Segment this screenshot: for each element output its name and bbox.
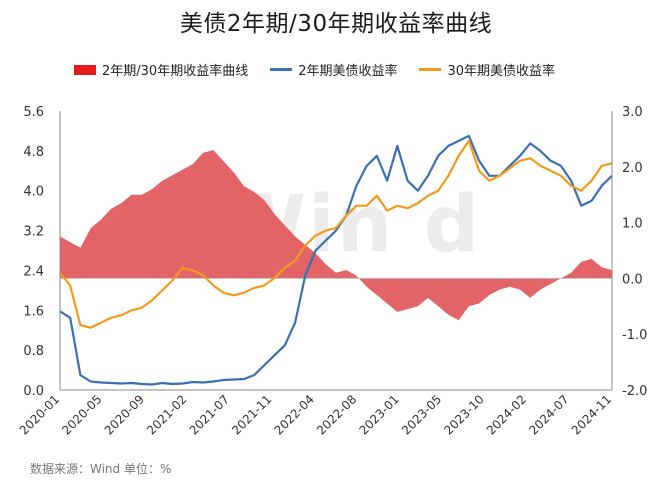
x-tick-label: 2022-04 xyxy=(272,392,317,437)
x-tick-label: 2020-01 xyxy=(17,392,62,437)
x-tick-label: 2022-08 xyxy=(314,392,359,437)
x-tick-label: 2024-07 xyxy=(526,392,571,437)
x-tick-label: 2021-11 xyxy=(229,392,274,437)
legend-item-spread: 2年期/30年期收益率曲线 xyxy=(74,60,248,79)
y-left-tick-label: 4.8 xyxy=(23,145,44,160)
y-left-tick-label: 5.6 xyxy=(23,105,44,120)
y-right-tick-label: -2.0 xyxy=(622,384,647,399)
x-tick-label: 2021-02 xyxy=(144,392,189,437)
x-tick-label: 2023-10 xyxy=(441,392,486,437)
legend-swatch-30y xyxy=(419,68,442,71)
x-tick-label: 2021-07 xyxy=(187,392,232,437)
legend-swatch-2y xyxy=(270,68,293,71)
source-note: 数据来源：Wind 单位：% xyxy=(30,462,172,476)
chart-title: 美债2年期/30年期收益率曲线 xyxy=(179,11,493,37)
y-right-tick-label: 0.0 xyxy=(622,272,643,287)
x-tick-label: 2023-01 xyxy=(356,392,401,437)
y-right-tick-label: 2.0 xyxy=(622,161,643,176)
legend-item-2y: 2年期美债收益率 xyxy=(270,60,397,79)
legend: 2年期/30年期收益率曲线 2年期美债收益率 30年期美债收益率 xyxy=(74,60,642,79)
y-left-tick-label: 3.2 xyxy=(23,225,44,240)
x-tick-label: 2024-11 xyxy=(569,392,614,437)
y-right-tick-label: 3.0 xyxy=(622,105,643,120)
x-tick-label: 2020-05 xyxy=(59,392,104,437)
y-left-tick-label: 1.6 xyxy=(23,304,44,319)
series-line-2y xyxy=(59,134,613,386)
x-tick-label: 2020-09 xyxy=(102,392,147,437)
legend-label-spread: 2年期/30年期收益率曲线 xyxy=(102,64,249,79)
series-line-30y xyxy=(59,139,613,329)
y-right-tick-label: -1.0 xyxy=(622,328,647,343)
y-left-tick-label: 0.8 xyxy=(23,344,44,359)
y-left-tick-label: 2.4 xyxy=(23,264,44,279)
legend-swatch-spread xyxy=(74,64,96,75)
legend-label-30y: 30年期美债收益率 xyxy=(447,64,556,79)
legend-item-30y: 30年期美债收益率 xyxy=(419,60,555,79)
spread-area xyxy=(60,150,612,321)
y-left-tick-label: 0.0 xyxy=(23,384,44,399)
y-right-tick-label: 1.0 xyxy=(622,217,643,232)
y-left-tick-label: 4.0 xyxy=(23,185,44,200)
legend-label-2y: 2年期美债收益率 xyxy=(298,64,398,79)
x-tick-label: 2023-05 xyxy=(399,392,444,437)
x-tick-label: 2024-02 xyxy=(484,392,529,437)
